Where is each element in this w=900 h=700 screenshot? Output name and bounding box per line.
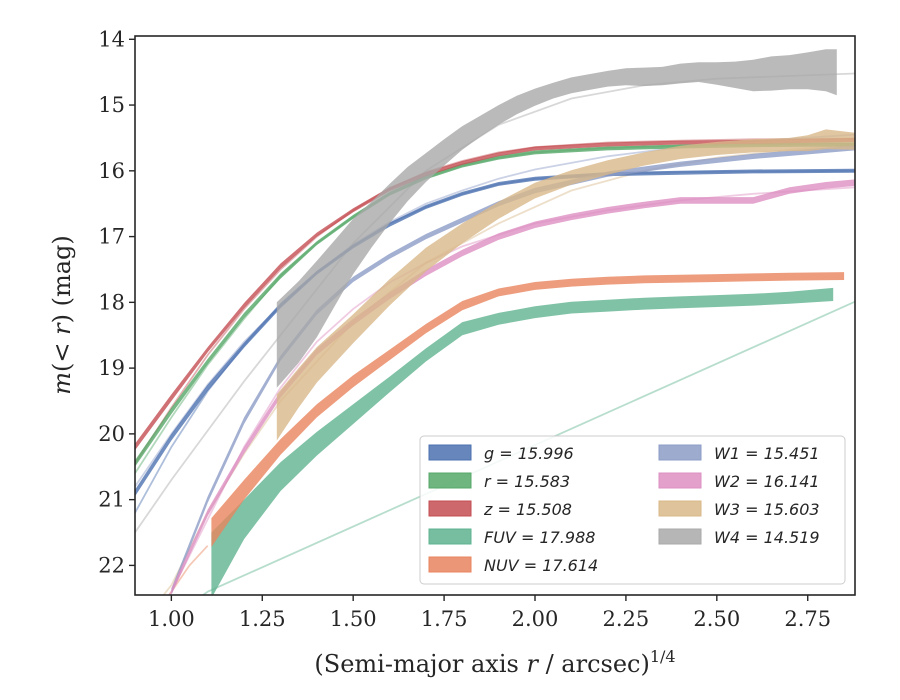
legend-item-z: z = 15.508 (428, 500, 572, 519)
model-curve-nuv (168, 545, 209, 595)
legend-item-w3: W3 = 15.603 (658, 500, 820, 519)
legend-item-w4: W4 = 14.519 (658, 528, 820, 547)
legend-item-w2: W2 = 16.141 (658, 472, 820, 491)
y-tick-label: 17 (98, 225, 125, 249)
legend-item-w1: W1 = 15.451 (658, 444, 820, 463)
y-axis: 14 15 16 17 18 19 20 21 22 (98, 27, 135, 577)
legend-swatch (428, 528, 472, 545)
x-axis-label: (Semi-major axis r / arcsec)1/4 (314, 647, 675, 678)
profile-band-w4 (276, 49, 837, 388)
model-curve-w1 (135, 133, 855, 488)
legend-item-fuv: FUV = 17.988 (428, 528, 595, 547)
x-tick-label: 2.00 (512, 607, 559, 631)
x-tick-label: 2.25 (603, 607, 650, 631)
x-tick-label: 1.50 (330, 607, 377, 631)
profile-band-w3 (276, 129, 855, 441)
x-tick-label: 1.75 (421, 607, 468, 631)
x-axis: 1.00 1.25 1.50 1.75 2.00 2.25 2.50 2.75 (148, 595, 831, 631)
plot-area (135, 49, 855, 595)
x-tick-label: 2.75 (784, 607, 831, 631)
y-tick-label: 15 (98, 93, 125, 117)
legend-box (419, 435, 846, 585)
legend-swatch (428, 472, 472, 489)
legend-swatch (658, 500, 702, 517)
legend: g = 15.996 r = 15.583 z = 15.508 FUV = 17.9… (419, 435, 846, 585)
legend-label: g = 15.996 (484, 444, 574, 463)
legend-label: z = 15.508 (483, 500, 572, 519)
legend-swatch (428, 556, 472, 573)
legend-item-nuv: NUV = 17.614 (428, 556, 598, 575)
y-tick-label: 16 (98, 159, 125, 183)
y-tick-label: 19 (98, 356, 125, 380)
x-tick-label: 2.50 (693, 607, 740, 631)
x-tick-label: 1.25 (239, 607, 286, 631)
x-tick-label: 1.00 (148, 607, 195, 631)
legend-label: W1 = 15.451 (714, 444, 820, 463)
y-axis-label: m(< r) (mag) (48, 235, 76, 395)
legend-item-g: g = 15.996 (428, 444, 574, 463)
legend-label: NUV = 17.614 (484, 556, 598, 575)
legend-label: W3 = 15.603 (714, 500, 820, 519)
y-tick-label: 14 (98, 27, 125, 51)
legend-label: W2 = 16.141 (714, 472, 820, 491)
legend-item-r: r = 15.583 (428, 472, 570, 491)
legend-swatch (428, 444, 472, 461)
y-tick-label: 18 (98, 290, 125, 314)
legend-swatch (658, 444, 702, 461)
y-tick-label: 22 (98, 553, 125, 577)
axes-frame (134, 35, 856, 596)
model-curve-fuv (201, 300, 855, 595)
y-tick-label: 21 (98, 488, 125, 512)
legend-label: FUV = 17.988 (484, 528, 595, 547)
legend-swatch (658, 472, 702, 489)
y-tick-label: 20 (98, 422, 125, 446)
legend-label: W4 = 14.519 (714, 528, 820, 547)
legend-swatch (428, 500, 472, 517)
legend-swatch (658, 528, 702, 545)
legend-label: r = 15.583 (484, 472, 570, 491)
